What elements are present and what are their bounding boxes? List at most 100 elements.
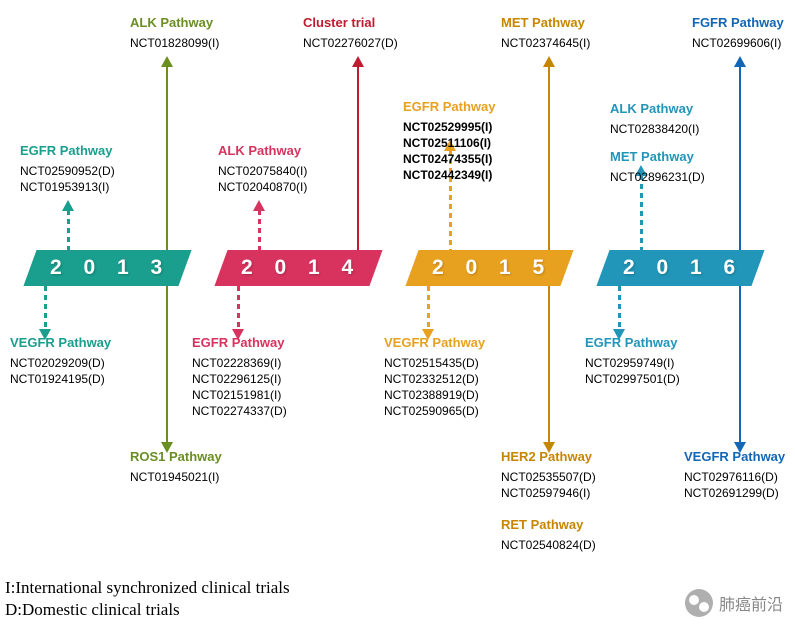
timeline-canvas: 2 0 1 3 2 0 1 4 2 0 1 5 2 0 1 6 EGFR Pathway… [0,0,795,631]
g2015-met-up: MET Pathway NCT02374645(I) [501,14,590,51]
g2015-her2-dn-trial-0: NCT02535507(D) [501,469,596,485]
g2016-egfr-dn: EGFR Pathway NCT02959749(I)NCT02997501(D) [585,334,680,387]
arrow-11 [640,175,643,250]
g2015-ret-dn-title: RET Pathway [501,516,596,534]
g2015-egfr-up-trial-1: NCT02511106(I) [403,135,495,151]
g2016-fgfr-up-trial-0: NCT02699606(I) [692,35,784,51]
year-label: 2 0 1 3 [44,256,170,280]
g2016-egfr-dn-trial-0: NCT02959749(I) [585,355,680,371]
g2014-egfr-dn-title: EGFR Pathway [192,334,287,352]
g2014-egfr-dn-trial-2: NCT02151981(I) [192,387,287,403]
g2014-cluster-trial-0: NCT02276027(D) [303,35,398,51]
g2014-egfr-dn: EGFR Pathway NCT02228369(I)NCT02296125(I)… [192,334,287,419]
year-label: 2 0 1 6 [617,256,743,280]
g2016-vegfr-dn-trial-1: NCT02691299(D) [684,485,785,501]
g2013-ros1-dn-title: ROS1 Pathway [130,448,222,466]
g2014-alk-up-trial-0: NCT02075840(I) [218,163,307,179]
arrow-9 [427,286,430,330]
g2015-met-up-title: MET Pathway [501,14,590,32]
year-2016: 2 0 1 6 [596,250,764,286]
g2015-egfr-up-trial-0: NCT02529995(I) [403,119,495,135]
g2016-vegfr-dn-title: VEGFR Pathway [684,448,785,466]
g2015-ret-dn: RET Pathway NCT02540824(D) [501,516,596,553]
g2015-egfr-up-title: EGFR Pathway [403,98,495,116]
arrow-1 [166,66,168,250]
g2014-cluster: Cluster trial NCT02276027(D) [303,14,398,51]
g2015-vegfr-dn-trial-1: NCT02332512(D) [384,371,485,387]
g2015-vegfr-dn: VEGFR Pathway NCT02515435(D)NCT02332512(D… [384,334,485,419]
arrow-12 [739,66,741,250]
g2013-egfr-up-title: EGFR Pathway [20,142,115,160]
g2016-alk-up-trial-0: NCT02838420(I) [610,121,699,137]
g2015-ret-dn-trial-0: NCT02540824(D) [501,537,596,553]
g2013-ros1-dn-trial-0: NCT01945021(I) [130,469,222,485]
g2015-egfr-up-trial-2: NCT02474355(I) [403,151,495,167]
year-2013: 2 0 1 3 [23,250,191,286]
g2016-met-up-trial-0: NCT02896231(D) [610,169,705,185]
g2014-alk-up-trial-1: NCT02040870(I) [218,179,307,195]
g2014-egfr-dn-trial-1: NCT02296125(I) [192,371,287,387]
g2014-alk-up-title: ALK Pathway [218,142,307,160]
g2014-egfr-dn-trial-0: NCT02228369(I) [192,355,287,371]
arrow-2 [44,286,47,330]
legend-line-2: D:Domestic clinical trials [5,599,290,621]
g2016-fgfr-up: FGFR Pathway NCT02699606(I) [692,14,784,51]
arrow-head-0 [62,200,74,211]
g2013-egfr-up-trial-1: NCT01953913(I) [20,179,115,195]
g2013-alk-up-title: ALK Pathway [130,14,219,32]
arrow-head-4 [253,200,265,211]
g2015-vegfr-dn-trial-0: NCT02515435(D) [384,355,485,371]
watermark-text: 肺癌前沿 [719,591,783,615]
year-label: 2 0 1 5 [426,256,552,280]
g2016-met-up: MET Pathway NCT02896231(D) [610,148,705,185]
g2016-alk-up: ALK Pathway NCT02838420(I) [610,100,699,137]
g2015-her2-dn: HER2 Pathway NCT02535507(D)NCT02597946(I) [501,448,596,501]
arrow-4 [258,210,261,250]
arrow-6 [237,286,240,330]
g2013-alk-up: ALK Pathway NCT01828099(I) [130,14,219,51]
arrow-head-8 [543,56,555,67]
arrow-head-12 [734,56,746,67]
g2015-met-up-trial-0: NCT02374645(I) [501,35,590,51]
arrow-14 [739,286,741,443]
legend: I:International synchronized clinical tr… [5,577,290,621]
g2016-met-up-title: MET Pathway [610,148,705,166]
g2016-egfr-dn-trial-1: NCT02997501(D) [585,371,680,387]
g2013-egfr-up-trial-0: NCT02590952(D) [20,163,115,179]
g2013-vegfr-dn-trial-1: NCT01924195(D) [10,371,111,387]
g2015-egfr-up: EGFR Pathway NCT02529995(I)NCT02511106(I)… [403,98,495,183]
arrow-5 [357,66,359,250]
g2016-vegfr-dn-trial-0: NCT02976116(D) [684,469,785,485]
year-label: 2 0 1 4 [235,256,361,280]
g2013-vegfr-dn-trial-0: NCT02029209(D) [10,355,111,371]
g2013-ros1-dn: ROS1 Pathway NCT01945021(I) [130,448,222,485]
g2015-vegfr-dn-title: VEGFR Pathway [384,334,485,352]
g2016-fgfr-up-title: FGFR Pathway [692,14,784,32]
g2013-egfr-up: EGFR Pathway NCT02590952(D)NCT01953913(I) [20,142,115,195]
g2014-cluster-title: Cluster trial [303,14,398,32]
year-2015: 2 0 1 5 [405,250,573,286]
g2016-egfr-dn-title: EGFR Pathway [585,334,680,352]
g2015-vegfr-dn-trial-3: NCT02590965(D) [384,403,485,419]
arrow-10 [548,286,550,443]
g2015-egfr-up-trial-3: NCT02442349(I) [403,167,495,183]
g2015-her2-dn-title: HER2 Pathway [501,448,596,466]
g2013-vegfr-dn: VEGFR Pathway NCT02029209(D)NCT01924195(D… [10,334,111,387]
g2015-her2-dn-trial-1: NCT02597946(I) [501,485,596,501]
g2014-egfr-dn-trial-3: NCT02274337(D) [192,403,287,419]
g2016-alk-up-title: ALK Pathway [610,100,699,118]
year-2014: 2 0 1 4 [214,250,382,286]
g2014-alk-up: ALK Pathway NCT02075840(I)NCT02040870(I) [218,142,307,195]
arrow-head-1 [161,56,173,67]
legend-line-1: I:International synchronized clinical tr… [5,577,290,599]
g2013-alk-up-trial-0: NCT01828099(I) [130,35,219,51]
watermark: 肺癌前沿 [685,589,783,617]
g2013-vegfr-dn-title: VEGFR Pathway [10,334,111,352]
arrow-head-5 [352,56,364,67]
arrow-13 [618,286,621,330]
arrow-8 [548,66,550,250]
wechat-icon [685,589,713,617]
g2015-vegfr-dn-trial-2: NCT02388919(D) [384,387,485,403]
arrow-3 [166,286,168,443]
arrow-0 [67,210,70,250]
